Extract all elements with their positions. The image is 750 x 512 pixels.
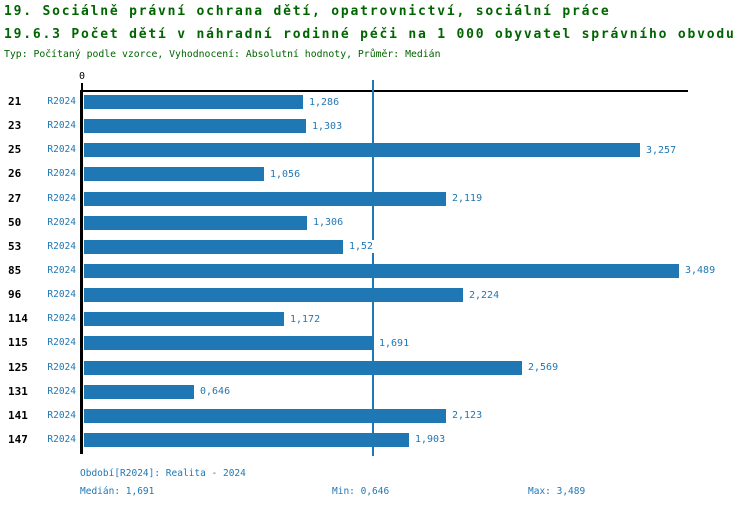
bar-value-label: 1,056 <box>269 167 302 181</box>
value-bar <box>84 288 463 303</box>
row-series-label: R2024 <box>47 385 76 397</box>
bar-value-label: 1,52 <box>348 240 375 254</box>
chart-row: 21 R2024 1,286 <box>0 95 750 109</box>
bar-value-label: 1,286 <box>308 95 341 109</box>
value-bar <box>84 239 343 254</box>
row-series-label: R2024 <box>47 144 76 156</box>
value-bar <box>84 384 194 399</box>
row-category-label: 21 <box>8 95 22 108</box>
chart-row: 96 R2024 2,224 <box>0 288 750 303</box>
row-series-label: R2024 <box>47 337 76 349</box>
chart-row: 25 R2024 3,257 <box>0 143 750 158</box>
bar-value-label: 0,646 <box>199 385 232 399</box>
row-series-label: R2024 <box>47 120 76 132</box>
row-category-label: 114 <box>8 312 28 326</box>
row-series-label: R2024 <box>47 361 76 373</box>
row-category-label: 147 <box>8 432 28 446</box>
row-category-label: 50 <box>8 215 22 229</box>
value-bar <box>84 312 284 327</box>
row-series-label: R2024 <box>47 313 76 325</box>
chart-row: 50 R2024 1,306 <box>0 215 750 230</box>
row-series-label: R2024 <box>47 409 76 421</box>
row-category-label: 23 <box>8 119 22 133</box>
value-bar <box>84 95 303 109</box>
row-series-label: R2024 <box>47 192 76 204</box>
footer-median: Medián: 1,691 <box>80 486 155 497</box>
row-category-label: 125 <box>8 360 28 374</box>
chart-subtitle: Typ: Počítaný podle vzorce, Vyhodnocení:… <box>4 49 441 60</box>
bar-value-label: 2,119 <box>451 192 484 206</box>
row-category-label: 115 <box>8 336 28 350</box>
row-series-label: R2024 <box>47 96 76 107</box>
value-bar <box>84 432 409 447</box>
bar-value-label: 2,569 <box>527 361 560 375</box>
chart-row: 26 R2024 1,056 <box>0 167 750 182</box>
chart-row: 147 R2024 1,903 <box>0 432 750 447</box>
bar-value-label: 1,303 <box>311 119 344 133</box>
row-category-label: 131 <box>8 384 28 398</box>
row-series-label: R2024 <box>47 216 76 228</box>
value-bar <box>84 191 446 206</box>
row-series-label: R2024 <box>47 289 76 301</box>
bar-value-label: 1,903 <box>414 433 447 447</box>
footer-period: Období[R2024]: Realita - 2024 <box>80 468 246 479</box>
chart-title-line1: 19. Sociálně právní ochrana dětí, opatro… <box>4 4 611 19</box>
bar-value-label: 3,257 <box>645 143 678 157</box>
axis-tick-label-zero: 0 <box>78 71 86 82</box>
value-bar <box>84 143 640 158</box>
chart-title-line2: 19.6.3 Počet dětí v náhradní rodinné péč… <box>4 27 736 42</box>
bar-value-label: 3,489 <box>684 264 717 278</box>
footer-min: Min: 0,646 <box>332 486 390 497</box>
chart-row: 141 R2024 2,123 <box>0 408 750 423</box>
bar-value-label: 1,691 <box>378 336 411 350</box>
value-bar <box>84 360 522 375</box>
bar-value-label: 2,123 <box>451 409 484 423</box>
row-category-label: 141 <box>8 408 28 422</box>
chart-row: 53 R2024 1,52 <box>0 239 750 254</box>
chart-row: 27 R2024 2,119 <box>0 191 750 206</box>
chart-row: 131 R2024 0,646 <box>0 384 750 399</box>
row-series-label: R2024 <box>47 240 76 252</box>
chart-row: 125 R2024 2,569 <box>0 360 750 375</box>
bar-value-label: 1,172 <box>289 312 322 326</box>
row-series-label: R2024 <box>47 433 76 445</box>
bar-value-label: 1,306 <box>312 216 345 230</box>
value-bar <box>84 336 373 351</box>
row-category-label: 53 <box>8 239 22 253</box>
value-bar <box>84 167 264 182</box>
row-category-label: 96 <box>8 288 22 302</box>
value-bar <box>84 408 446 423</box>
chart-row: 115 R2024 1,691 <box>0 336 750 351</box>
row-category-label: 27 <box>8 191 22 205</box>
value-bar <box>84 119 306 134</box>
row-series-label: R2024 <box>47 168 76 180</box>
row-category-label: 26 <box>8 167 22 181</box>
axis-top-spine <box>80 90 688 92</box>
chart-row: 23 R2024 1,303 <box>0 119 750 134</box>
row-category-label: 85 <box>8 263 22 277</box>
bar-value-label: 2,224 <box>468 288 501 302</box>
row-category-label: 25 <box>8 143 22 157</box>
axis-left-spine <box>80 90 83 454</box>
footer-max: Max: 3,489 <box>528 486 586 497</box>
chart-row: 85 R2024 3,489 <box>0 263 750 278</box>
axis-zero-tick <box>81 83 83 90</box>
chart-row: 114 R2024 1,172 <box>0 312 750 327</box>
value-bar <box>84 263 679 278</box>
value-bar <box>84 215 307 230</box>
row-series-label: R2024 <box>47 264 76 276</box>
